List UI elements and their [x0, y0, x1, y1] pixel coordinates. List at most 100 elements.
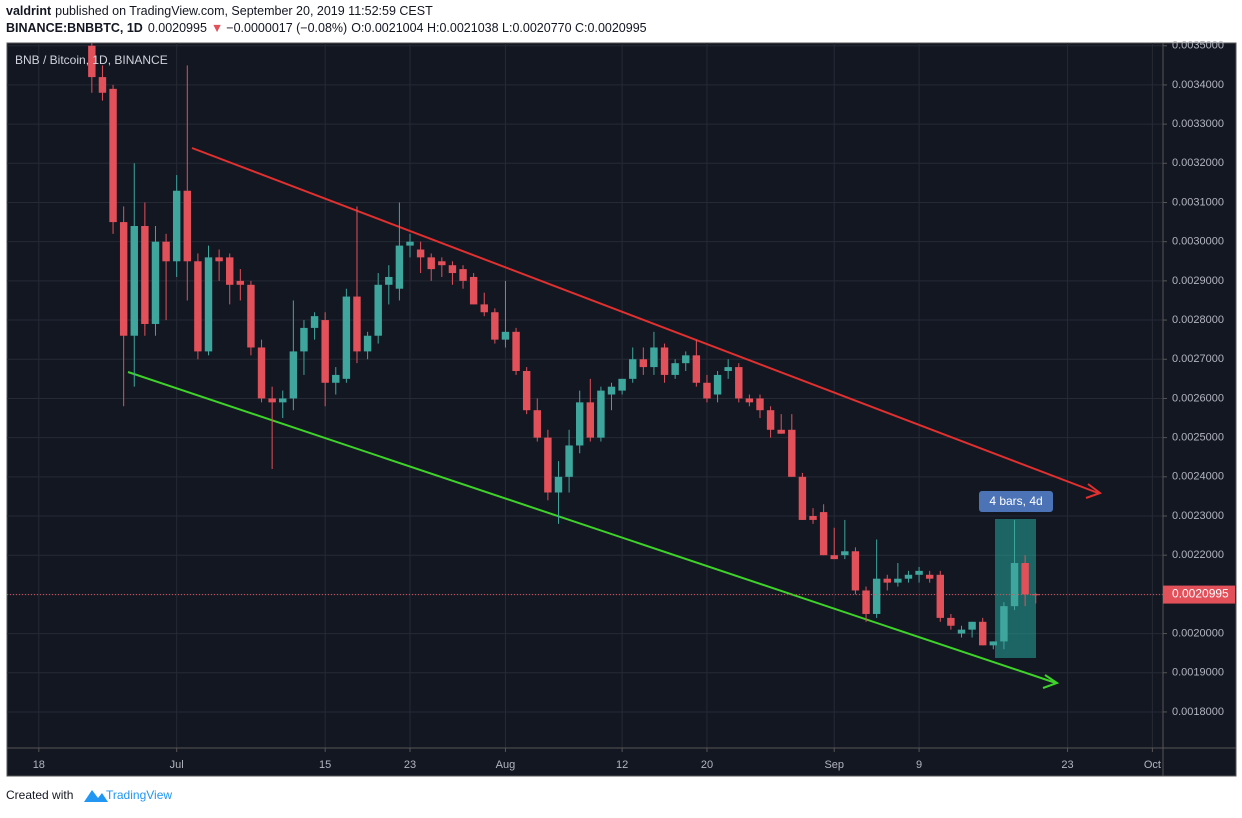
header-line: valdrint published on TradingView.com, Se… — [6, 4, 433, 18]
footer-created: Created with — [6, 788, 73, 802]
candle-body — [830, 555, 838, 560]
candle-body — [618, 378, 626, 391]
candle-body — [1000, 606, 1008, 642]
candle-body — [427, 257, 435, 270]
x-tick-label: 12 — [616, 759, 628, 771]
candle-body — [947, 617, 955, 626]
candle-body — [565, 445, 573, 477]
range-label-box — [979, 491, 1053, 512]
range-label: 4 bars, 4d — [989, 494, 1042, 508]
candle-body — [300, 327, 308, 352]
candle-body — [978, 621, 987, 646]
candle-body — [469, 276, 478, 305]
candle-body — [671, 363, 679, 375]
candle-body — [332, 374, 340, 383]
candle-body — [713, 374, 722, 395]
candle-body — [692, 355, 701, 383]
candle-body — [957, 629, 966, 634]
symbol: BINANCE:BNBBTC, 1D — [6, 21, 143, 35]
x-tick-label: Aug — [496, 759, 516, 771]
x-tick-label: Sep — [824, 759, 844, 771]
candle-body — [512, 331, 520, 372]
candle-body — [501, 331, 510, 340]
y-tick-label: 0.0033000 — [1172, 118, 1224, 130]
candle-body — [809, 516, 817, 520]
resistance-arrow — [1085, 483, 1103, 499]
candle-body — [416, 249, 425, 258]
candle-body — [268, 398, 276, 403]
candle-body — [172, 190, 181, 262]
candle-body — [533, 410, 541, 438]
support-line — [127, 371, 1057, 684]
y-tick-label: 0.0024000 — [1172, 471, 1224, 483]
candle-body — [109, 88, 117, 223]
candle-body — [872, 578, 881, 614]
candle-body — [777, 429, 785, 434]
y-tick-label: 0.0034000 — [1172, 79, 1224, 91]
candle-body — [363, 335, 372, 352]
y-tick-label: 0.0028000 — [1172, 314, 1224, 326]
candle-body — [883, 578, 891, 583]
candle-body — [247, 284, 255, 348]
candle-body — [310, 316, 319, 328]
candle-body — [1010, 563, 1019, 607]
candle-body — [141, 226, 149, 324]
candle-body — [183, 190, 192, 262]
candle-body — [257, 347, 266, 399]
symbol-line: BINANCE:BNBBTC, 1D 0.0020995 ▼ −0.0000017 (… — [6, 21, 647, 35]
ohlc: O:0.0021004 H:0.0021038 L:0.0020770 C:0.… — [351, 21, 646, 35]
x-tick-label: 23 — [1061, 759, 1073, 771]
candle-body — [491, 312, 499, 340]
candle-body — [226, 257, 234, 285]
candle-body — [194, 261, 202, 352]
y-tick-label: 0.0023000 — [1172, 510, 1224, 522]
candle-body — [88, 45, 96, 78]
last-price: 0.0020995 — [148, 21, 207, 35]
candle-body — [554, 476, 563, 493]
candle-body — [385, 276, 393, 285]
change-arrow: ▼ — [211, 21, 223, 35]
candle-body — [703, 382, 711, 399]
y-tick-label: 0.0027000 — [1172, 353, 1224, 365]
footer-brand[interactable]: TradingView — [106, 788, 172, 802]
candle-body — [862, 590, 870, 614]
y-tick-label: 0.0030000 — [1172, 236, 1224, 248]
y-tick-label: 0.0025000 — [1172, 432, 1224, 444]
candle-body — [650, 347, 658, 368]
brand-logo — [84, 790, 108, 802]
candle-body — [936, 574, 944, 618]
y-tick-label: 0.0019000 — [1172, 667, 1224, 679]
grid — [7, 43, 1163, 748]
candle-body — [204, 257, 213, 352]
candle-body — [459, 269, 467, 281]
price-line-label-box — [1163, 585, 1235, 604]
candle-body — [98, 77, 107, 93]
y-tick-label: 0.0022000 — [1172, 549, 1224, 561]
candle-body — [236, 280, 245, 285]
candle-body — [522, 371, 531, 411]
candle-body — [841, 551, 849, 556]
candle-body — [586, 402, 595, 438]
candle-body — [353, 296, 361, 352]
y-tick-label: 0.0035000 — [1172, 40, 1224, 52]
candle-body — [968, 621, 976, 630]
candle-body — [745, 398, 754, 403]
candle-body — [438, 261, 446, 266]
candle-body — [660, 347, 669, 375]
candle-body — [279, 398, 287, 403]
x-tick-label: 20 — [701, 759, 713, 771]
candle-body — [629, 359, 637, 379]
candle-body — [735, 367, 743, 399]
candle-body — [756, 398, 764, 411]
candle-body — [215, 257, 223, 262]
candle-body — [162, 241, 170, 262]
chart-title: BNB / Bitcoin, 1D, BINANCE — [15, 53, 168, 67]
change: −0.0000017 (−0.08%) — [226, 21, 347, 35]
candle-body — [130, 226, 138, 336]
published: published on TradingView.com, September … — [55, 4, 433, 18]
chart-background — [6, 42, 1237, 777]
y-tick-label: 0.0026000 — [1172, 392, 1224, 404]
candle-body — [395, 245, 404, 289]
